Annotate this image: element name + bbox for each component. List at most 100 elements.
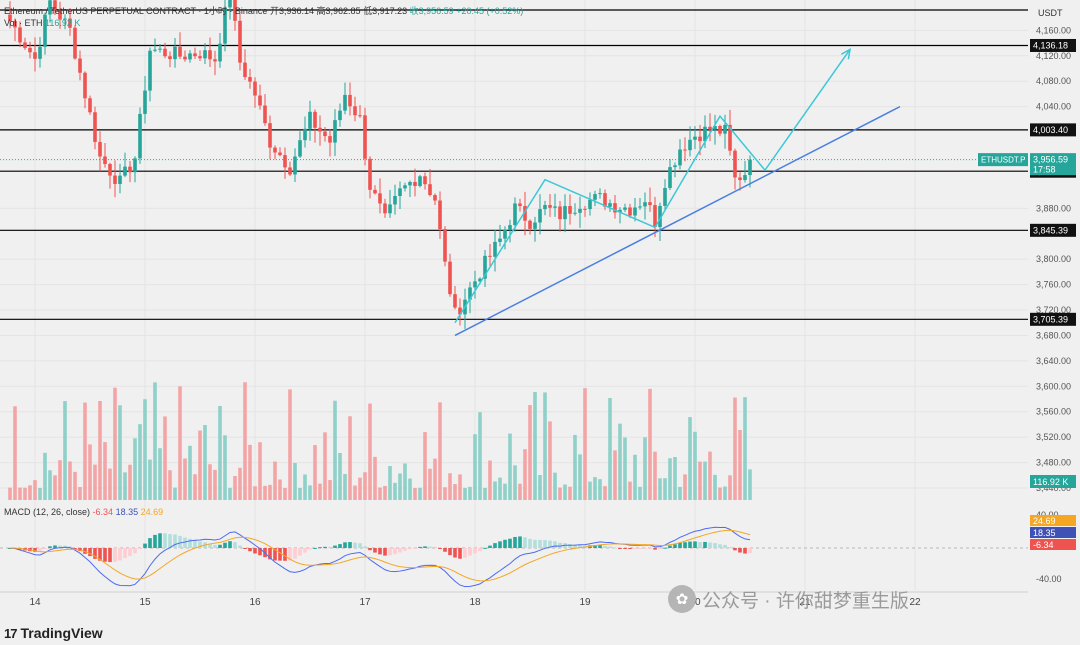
candle-body [713, 125, 717, 130]
trendline [454, 105, 901, 337]
volume-bar [423, 432, 427, 500]
macd-histogram-bar [33, 548, 37, 552]
tradingview-branding[interactable]: 17 TradingView [4, 625, 103, 641]
volume-bar [33, 480, 37, 500]
candle-body [188, 53, 192, 60]
volume-bar [183, 458, 187, 500]
macd-histogram-bar [383, 548, 387, 556]
macd-histogram-bar [678, 542, 682, 548]
macd-histogram-bar [163, 533, 167, 548]
volume-bar [678, 486, 682, 500]
macd-histogram-bar [48, 546, 52, 548]
volume-bar [668, 458, 672, 500]
candle-body [173, 46, 177, 60]
candle-body [253, 81, 257, 96]
price-tick-label: 3,640.00 [1036, 356, 1071, 366]
macd-histogram-bar [493, 543, 497, 548]
watermark-text: 公众号 · 许你甜梦重生版 [702, 590, 909, 612]
macd-histogram-bar [418, 546, 422, 548]
volume-bar [483, 487, 487, 500]
macd-histogram-bar [713, 543, 717, 548]
volume-legend-label: Vol · ETH [4, 18, 43, 28]
volume-bar [328, 480, 332, 500]
candle-body [453, 294, 457, 308]
volume-bar [153, 382, 157, 500]
macd-histogram-bar [423, 546, 427, 548]
ohlc-open: 开3,936.14 [269, 6, 314, 16]
candle-body [718, 125, 722, 134]
volume-bar [238, 467, 242, 500]
macd-badge-label: -6.34 [1033, 540, 1054, 550]
volume-bar [263, 485, 267, 500]
volume-bar [478, 412, 482, 500]
macd-histogram-bar [143, 543, 147, 548]
candle-body [723, 124, 727, 134]
macd-legend: MACD (12, 26, close) -6.34 18.35 24.69 [4, 507, 163, 517]
volume-bar [233, 475, 237, 500]
macd-histogram-bar [83, 548, 87, 554]
volume-bar [138, 424, 142, 500]
symbol-title: Ethereum / TetherUS PERPETUAL CONTRACT ·… [4, 6, 268, 16]
candle-body [428, 184, 432, 196]
macd-histogram-bar [78, 548, 82, 552]
candle-body [423, 176, 427, 185]
volume-bar [428, 468, 432, 500]
price-axis-background [1030, 0, 1080, 500]
macd-histogram-bar [443, 548, 447, 552]
drawings[interactable] [454, 47, 901, 337]
macd-histogram-bar [53, 545, 57, 548]
volume-bar [168, 470, 172, 500]
volume-bar [573, 434, 577, 500]
candle-body [118, 175, 122, 184]
macd-histogram-bar [328, 546, 332, 548]
volume-bar [103, 442, 107, 500]
candle-body [748, 159, 752, 176]
macd-histogram-bar [623, 548, 627, 549]
volume-bar [508, 433, 512, 500]
time-tick-label: 19 [579, 597, 591, 608]
macd-histogram-bar [323, 546, 327, 548]
volume-bar [563, 484, 567, 500]
macd-histogram-bar [368, 548, 372, 551]
candle-body [663, 187, 667, 206]
macd-histogram-bar [643, 548, 647, 549]
macd-histogram-bar [343, 542, 347, 548]
volume-bar [363, 472, 367, 500]
candle-body [258, 95, 262, 106]
candle-body [73, 27, 77, 59]
macd-histogram-bar [138, 548, 142, 549]
volume-bar [578, 454, 582, 500]
macd-histogram-bar [723, 544, 727, 548]
volume-bar [453, 484, 457, 500]
volume-bar [313, 445, 317, 500]
volume-bar [303, 474, 307, 500]
volume-bar [633, 454, 637, 500]
candle-body [388, 204, 392, 214]
macd-histogram-bar [523, 537, 527, 548]
candle-body [398, 188, 402, 197]
macd-histogram-bar [433, 546, 437, 548]
candle-body [728, 124, 732, 151]
candle-body [538, 209, 542, 223]
candle-body [233, 0, 237, 21]
candle-body [573, 212, 577, 214]
volume-bar [618, 423, 622, 500]
macd-histogram-bar [348, 542, 352, 548]
volume-badge [1030, 475, 1076, 488]
macd-histogram-bar [198, 541, 202, 548]
level-badge [1030, 123, 1076, 137]
price-axis-unit: USDT [1038, 8, 1063, 18]
macd-histogram-bar [288, 548, 292, 561]
volume-bar [323, 432, 327, 500]
macd-histogram-bar [308, 548, 312, 550]
macd-histogram-bar [638, 548, 642, 549]
candle-body [743, 175, 747, 181]
macd-histogram-bar [158, 533, 162, 548]
candle-body [273, 147, 277, 153]
macd-histogram-bar [93, 548, 97, 559]
price-axis[interactable]: USDT 4,160.00 4,120.00 4,080.00 4,040.00 3,88… [978, 0, 1080, 500]
volume-bar [598, 479, 602, 500]
macd-histogram-bar [593, 545, 597, 548]
candle-body [238, 20, 242, 63]
